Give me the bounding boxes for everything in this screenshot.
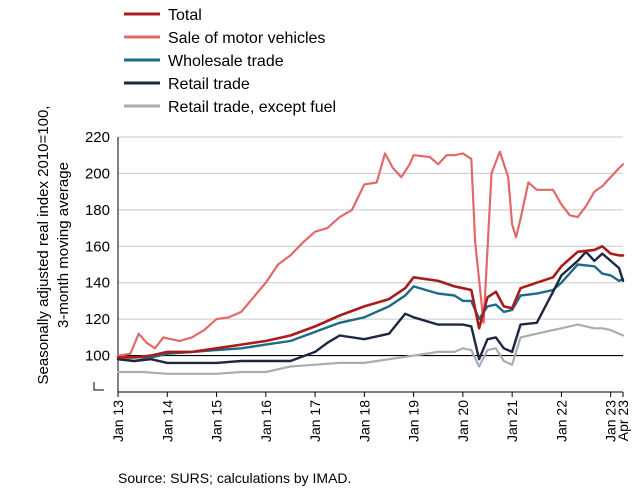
x-tick-label: Jan 18 xyxy=(356,400,372,442)
legend-label: Retail trade, except fuel xyxy=(168,99,336,116)
y-tick-label: 180 xyxy=(85,202,110,219)
y-axis-title-line1: Seasonally adjusted real index 2010=100, xyxy=(35,106,52,385)
x-tick-label: Apr 23 xyxy=(615,400,631,441)
y-tick-label: 100 xyxy=(85,348,110,365)
legend-label: Total xyxy=(168,7,202,24)
legend-label: Sale of motor vehicles xyxy=(168,30,325,47)
x-tick-label: Jan 19 xyxy=(406,400,422,442)
legend-label: Wholesale trade xyxy=(168,53,284,70)
x-tick-label: Jan 15 xyxy=(209,400,225,442)
series-line-sale-of-motor-vehicles xyxy=(116,150,625,357)
x-tick-label: Jan 14 xyxy=(159,400,175,442)
series-line-retail-trade xyxy=(116,250,625,365)
series-line-retail-trade-except-fuel xyxy=(116,323,625,375)
y-tick-label: 160 xyxy=(85,238,110,255)
y-tick-label: 200 xyxy=(85,165,110,182)
x-tick-label: Jan 17 xyxy=(307,400,323,442)
source-note: Source: SURS; calculations by IMAD. xyxy=(118,470,351,486)
series-line-total xyxy=(116,245,625,359)
x-tick-label: Jan 21 xyxy=(504,400,520,442)
plot-area: 220 200 180 160 140 120 100 Jan 13 Jan 14 Jan 15 J… xyxy=(85,129,631,442)
y-axis-title: Seasonally adjusted real index 2010=100,… xyxy=(35,106,72,385)
legend-label: Retail trade xyxy=(168,76,250,93)
y-tick-label: 220 xyxy=(85,129,110,146)
legend: Total Sale of motor vehicles Wholesale tra… xyxy=(124,7,336,116)
y-tick-label: 120 xyxy=(85,311,110,328)
x-tick-label: Jan 22 xyxy=(553,400,569,442)
x-tick-label: Jan 23 xyxy=(603,400,619,442)
x-tick-label: Jan 16 xyxy=(258,400,274,442)
series-line-wholesale-trade xyxy=(116,263,625,363)
x-tick-label: Jan 13 xyxy=(110,400,126,442)
axis-break-marker xyxy=(93,382,104,391)
x-tick-label: Jan 20 xyxy=(455,400,471,442)
y-axis-title-line2: 3-month moving average xyxy=(55,162,72,328)
y-tick-label: 140 xyxy=(85,275,110,292)
